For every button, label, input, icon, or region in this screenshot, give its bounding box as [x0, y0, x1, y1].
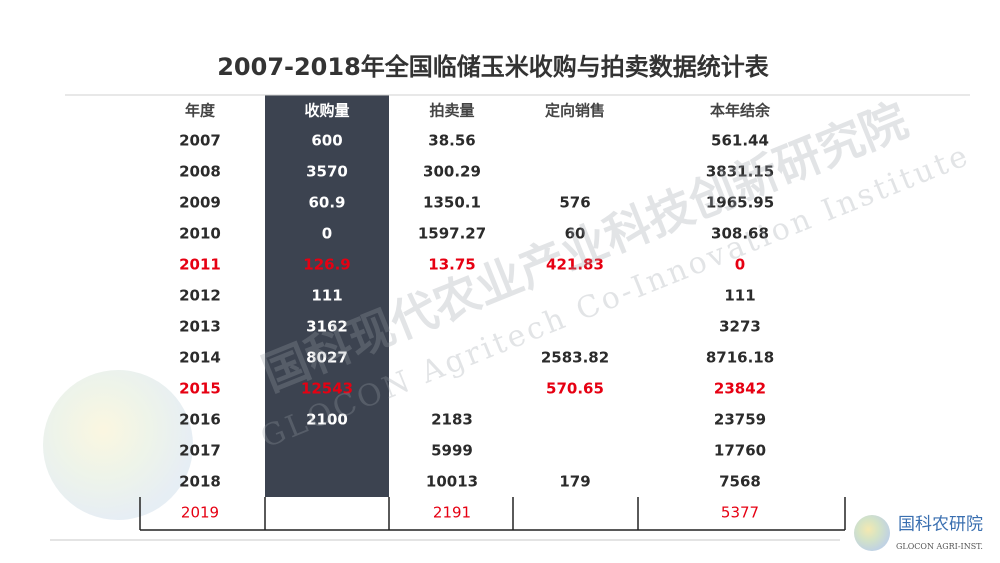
cell: 2100: [306, 411, 348, 429]
cell: 60: [565, 225, 586, 243]
cell: 2015: [179, 380, 221, 398]
cell: 600: [311, 132, 342, 150]
cell: 23759: [714, 411, 766, 429]
cell: 2191: [433, 504, 471, 522]
cell: 2010: [179, 225, 221, 243]
cell: 5377: [721, 504, 759, 522]
cell: 111: [724, 287, 755, 305]
cell: 300.29: [423, 163, 481, 181]
cell: 126.9: [303, 256, 350, 274]
logo-mark: [854, 515, 890, 551]
column-header: 年度: [185, 102, 216, 120]
cell: 2013: [179, 318, 221, 336]
cell: 3162: [306, 318, 348, 336]
cell: 1965.95: [706, 194, 774, 212]
cell: 2014: [179, 349, 221, 367]
cell: 38.56: [428, 132, 475, 150]
cell: 60.9: [308, 194, 345, 212]
cell: 13.75: [428, 256, 475, 274]
last-row-border: [139, 497, 846, 531]
cell: 2183: [431, 411, 473, 429]
cell: 2012: [179, 287, 221, 305]
cell: 17760: [714, 442, 766, 460]
cell: 8716.18: [706, 349, 774, 367]
cell: 2017: [179, 442, 221, 460]
cell: 5999: [431, 442, 473, 460]
highlight-column: [265, 95, 389, 497]
cell: 1597.27: [418, 225, 486, 243]
cell: 3273: [719, 318, 761, 336]
cell: 0: [735, 256, 745, 274]
cell: 1350.1: [423, 194, 481, 212]
column-header: 拍卖量: [429, 102, 474, 120]
cell: 2018: [179, 473, 221, 491]
cell: 23842: [714, 380, 766, 398]
cell: 2007: [179, 132, 221, 150]
column-header: 本年结余: [710, 102, 771, 120]
cell: 2008: [179, 163, 221, 181]
logo-cn: 国科农研院: [898, 515, 983, 535]
column-header: 收购量: [304, 102, 349, 120]
cell: 7568: [719, 473, 761, 491]
cell: 111: [311, 287, 342, 305]
logo-en: GLOCON AGRI-INST.: [896, 542, 983, 551]
cell: 2019: [181, 504, 219, 522]
cell: 3831.15: [706, 163, 774, 181]
cell: 2009: [179, 194, 221, 212]
cell: 179: [559, 473, 590, 491]
watermark-logo: [43, 370, 193, 520]
cell: 576: [559, 194, 590, 212]
cell: 570.65: [546, 380, 604, 398]
cell: 561.44: [711, 132, 769, 150]
cell: 2583.82: [541, 349, 609, 367]
cell: 2016: [179, 411, 221, 429]
cell: 12543: [301, 380, 353, 398]
title: 2007-2018年全国临储玉米收购与拍卖数据统计表: [217, 53, 770, 81]
cell: 421.83: [546, 256, 604, 274]
cell: 8027: [306, 349, 348, 367]
cell: 308.68: [711, 225, 769, 243]
cell: 10013: [426, 473, 478, 491]
column-header: 定向销售: [545, 102, 605, 120]
cell: 0: [322, 225, 332, 243]
cell: 3570: [306, 163, 348, 181]
cell: 2011: [179, 256, 221, 274]
